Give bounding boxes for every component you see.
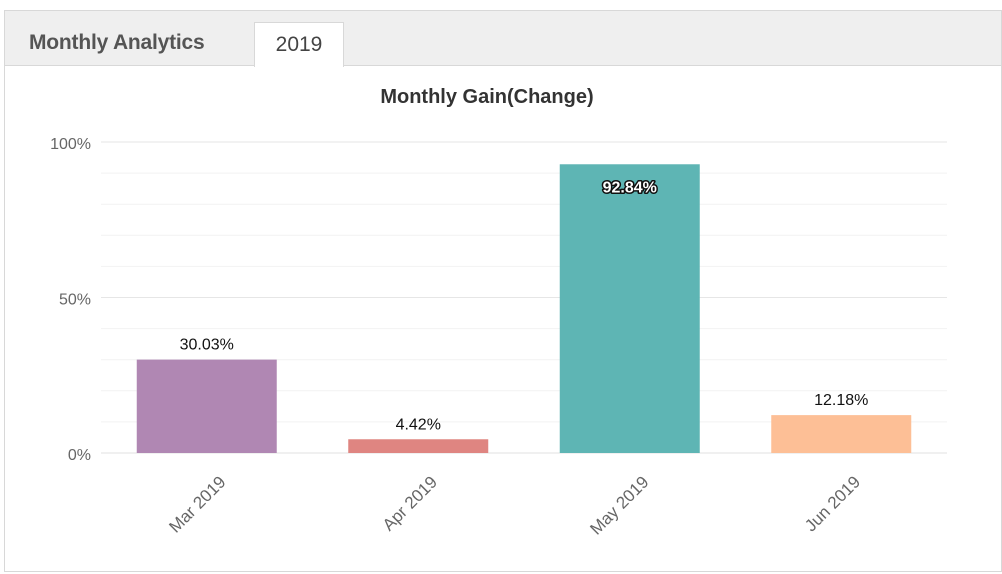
bar-jun-2019[interactable] — [771, 415, 912, 453]
x-tick-label: May 2019 — [586, 472, 652, 538]
y-tick-label: 100% — [50, 136, 91, 153]
data-labels: 30.03% 4.42% 92.84% 12.18% — [180, 178, 869, 433]
x-axis: Mar 2019 Apr 2019 May 2019 Jun 2019 — [165, 472, 864, 538]
data-label: 30.03% — [180, 337, 234, 354]
x-tick-label: Jun 2019 — [801, 472, 864, 535]
y-tick-label: 50% — [59, 292, 91, 309]
y-tick-label: 0% — [68, 447, 91, 464]
bar-apr-2019[interactable] — [348, 439, 489, 453]
bar-may-2019[interactable] — [559, 164, 700, 454]
bar-chart: Monthly Gain(Change) 0% 50% 100% 30.03% 4.4… — [50, 86, 947, 539]
chart-title: Monthly Gain(Change) — [380, 86, 593, 108]
data-label: 12.18% — [814, 392, 868, 409]
y-axis: 0% 50% 100% — [50, 136, 91, 464]
x-tick-label: Apr 2019 — [379, 472, 441, 534]
panel-title: Monthly Analytics — [29, 31, 205, 54]
analytics-panel: Monthly Analytics 2019 Monthly Gain(Chan… — [4, 10, 1002, 572]
bar-mar-2019[interactable] — [136, 359, 277, 453]
x-tick-label: Mar 2019 — [165, 472, 229, 536]
data-label: 4.42% — [396, 416, 441, 433]
tab-2019[interactable]: 2019 — [254, 22, 344, 67]
bars — [136, 164, 912, 454]
tab-bar: Monthly Analytics 2019 — [5, 11, 1001, 67]
data-label: 92.84% — [603, 179, 657, 196]
